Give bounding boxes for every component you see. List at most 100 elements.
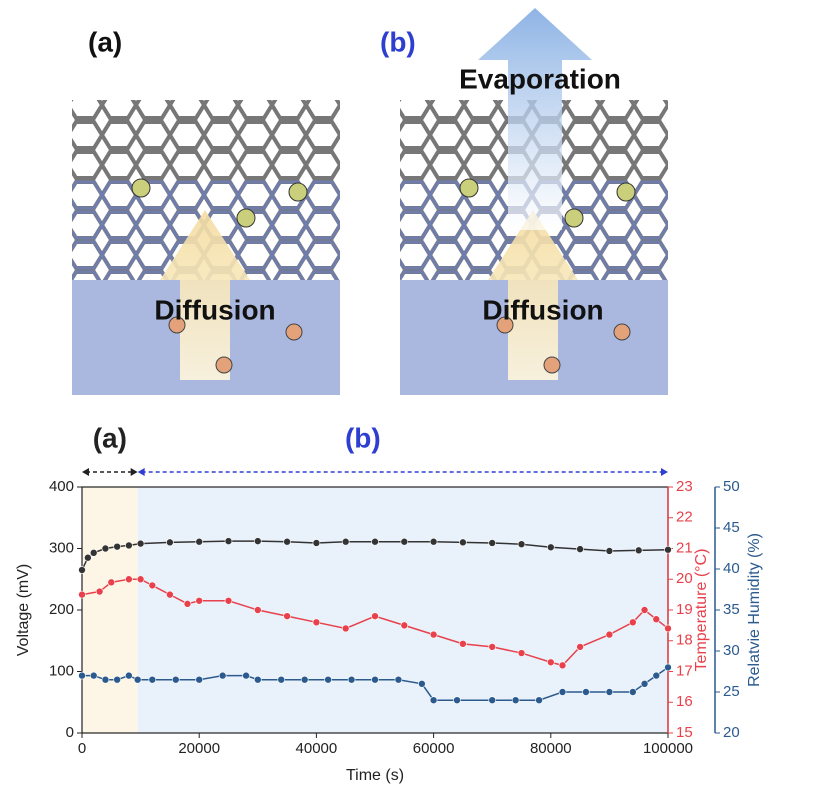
y2-tick-label: 20: [676, 570, 693, 587]
data-point: [254, 607, 261, 614]
data-point: [313, 539, 320, 546]
panel-label: (a): [88, 26, 122, 57]
data-point: [641, 680, 648, 687]
data-point: [401, 538, 408, 545]
x-tick-label: 100000: [643, 740, 693, 757]
data-point: [665, 625, 672, 632]
data-point: [219, 672, 226, 679]
data-point: [137, 540, 144, 547]
data-point: [635, 547, 642, 554]
data-point: [196, 538, 203, 545]
data-point: [454, 697, 461, 704]
process-label: Diffusion: [482, 294, 603, 325]
process-label: Evaporation: [459, 63, 621, 94]
data-point: [518, 650, 525, 657]
data-point: [372, 676, 379, 683]
y3-tick-label: 25: [723, 683, 740, 700]
illustration: (a) (b) Diffusion Evaporation Diffusion: [72, 8, 668, 395]
data-point: [606, 631, 613, 638]
data-point: [536, 697, 543, 704]
y3-tick-label: 35: [723, 601, 740, 618]
data-point: [606, 547, 613, 554]
data-point: [301, 676, 308, 683]
x-axis-label: Time (s): [346, 767, 404, 784]
x-tick-label: 20000: [178, 740, 220, 757]
region-label: (b): [345, 422, 381, 453]
y2-tick-label: 16: [676, 693, 693, 710]
data-point: [401, 622, 408, 629]
data-point: [518, 541, 525, 548]
data-point: [166, 591, 173, 598]
data-point: [90, 549, 97, 556]
data-point: [184, 600, 191, 607]
data-point: [96, 588, 103, 595]
data-point: [559, 689, 566, 696]
data-point: [489, 643, 496, 650]
y2-tick-label: 15: [676, 724, 693, 741]
y3-tick-label: 45: [723, 519, 740, 536]
data-point: [79, 567, 86, 574]
y-tick-label: 200: [49, 601, 74, 618]
data-point: [284, 538, 291, 545]
data-point: [430, 631, 437, 638]
process-label: Diffusion: [154, 294, 275, 325]
data-point: [114, 676, 121, 683]
data-point: [577, 546, 584, 553]
data-point: [108, 579, 115, 586]
y3-tick-label: 20: [723, 724, 740, 741]
data-point: [172, 676, 179, 683]
data-point: [137, 576, 144, 583]
data-point: [254, 538, 261, 545]
y2-axis-label: Temperature (°C): [693, 549, 710, 672]
data-point: [149, 582, 156, 589]
data-point: [547, 659, 554, 666]
y3-axis-label: Relatvie Humidity (%): [746, 533, 763, 687]
data-point: [653, 616, 660, 623]
y2-tick-label: 18: [676, 632, 693, 649]
data-point: [313, 619, 320, 626]
y3-tick-label: 40: [723, 560, 740, 577]
y3-tick-label: 30: [723, 642, 740, 659]
y2-tick-label: 19: [676, 601, 693, 618]
data-point: [606, 689, 613, 696]
y-tick-label: 100: [49, 662, 74, 679]
y2-tick-label: 17: [676, 662, 693, 679]
data-point: [489, 539, 496, 546]
data-point: [125, 576, 132, 583]
data-point: [149, 676, 156, 683]
data-point: [225, 597, 232, 604]
data-point: [430, 538, 437, 545]
y-tick-label: 400: [49, 478, 74, 495]
data-point: [665, 664, 672, 671]
data-point: [372, 538, 379, 545]
figure: (a) (b) Diffusion Evaporation Diffusion …: [0, 0, 815, 792]
data-point: [577, 643, 584, 650]
y2-tick-label: 22: [676, 509, 693, 526]
data-point: [348, 676, 355, 683]
data-point: [196, 597, 203, 604]
y2-tick-label: 21: [676, 539, 693, 556]
x-tick-label: 60000: [413, 740, 455, 757]
y2-tick-label: 23: [676, 478, 693, 495]
data-point: [166, 539, 173, 546]
y-axis-label: Voltage (mV): [15, 564, 32, 656]
data-point: [653, 672, 660, 679]
x-tick-label: 40000: [296, 740, 338, 757]
data-point: [489, 697, 496, 704]
data-point: [102, 545, 109, 552]
data-point: [125, 672, 132, 679]
region: [82, 487, 138, 733]
data-point: [325, 676, 332, 683]
data-point: [254, 676, 261, 683]
data-point: [342, 625, 349, 632]
data-point: [114, 543, 121, 550]
y-tick-label: 0: [66, 724, 74, 741]
data-point: [134, 676, 141, 683]
data-point: [395, 676, 402, 683]
data-point: [629, 619, 636, 626]
data-point: [125, 542, 132, 549]
region: [138, 487, 668, 733]
region-label: (a): [93, 422, 127, 453]
data-point: [372, 613, 379, 620]
data-point: [430, 697, 437, 704]
